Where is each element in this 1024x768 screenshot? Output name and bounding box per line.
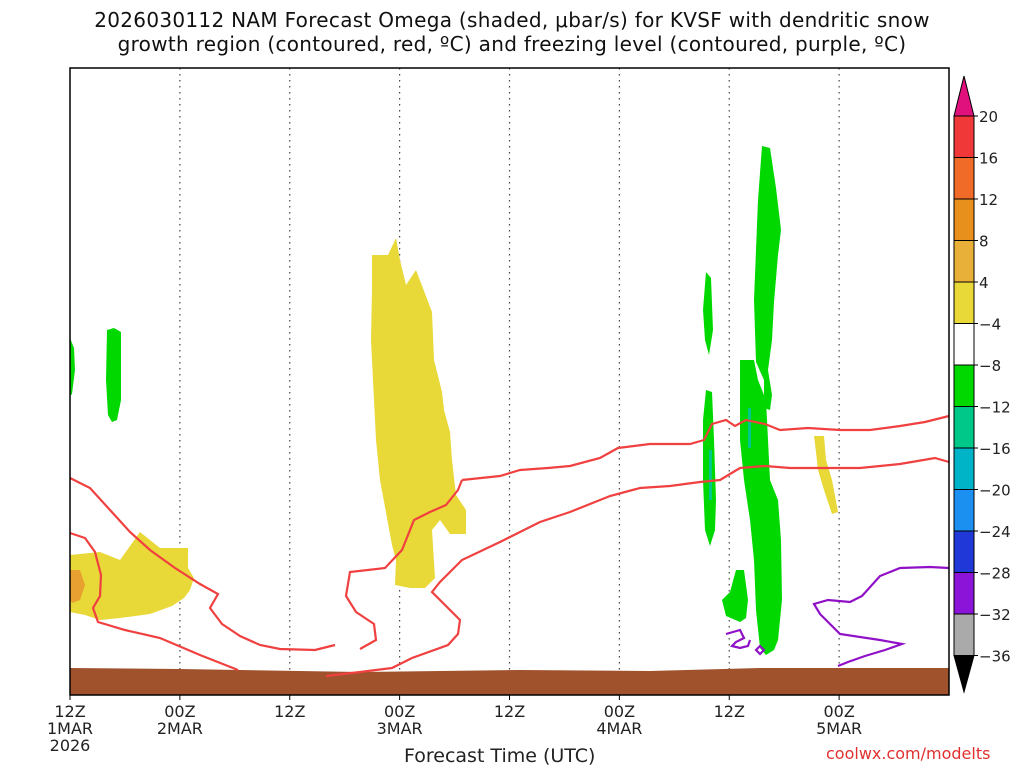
x-tick-label: 4MAR (596, 719, 642, 738)
contour-red-main (344, 479, 464, 650)
colorbar-tick-label: −20 (979, 482, 1011, 500)
contour-red-lower (69, 531, 239, 672)
colorbar-tick-label: −24 (979, 523, 1011, 541)
colorbar-bin (953, 572, 975, 615)
x-tick-label: 12Z (274, 702, 305, 721)
x-tick-label: 00Z (164, 702, 195, 721)
colorbar-bin (953, 447, 975, 490)
grid-lines (179, 68, 840, 695)
colorbar-tick-label: 8 (979, 233, 989, 251)
chart-title-line-2: growth region (contoured, red, ºC) and f… (117, 32, 907, 56)
omega-shade-negative-column-c (754, 146, 781, 410)
colorbar-bin (953, 364, 975, 407)
omega-shade-negative-teal-a (709, 450, 712, 500)
colorbar-tick-label: −32 (979, 606, 1011, 624)
omega-shading (70, 146, 838, 655)
colorbar-tick-label: −16 (979, 440, 1011, 458)
colorbar-tick-label: 12 (979, 191, 998, 209)
colorbar-bin (953, 115, 975, 158)
omega-shade-positive-midcolumn (371, 238, 466, 588)
colorbar-tick-label: 4 (979, 274, 989, 292)
contours (69, 414, 950, 678)
omega-shade-negative-leftedge (70, 338, 75, 396)
x-tick-label: 3MAR (377, 719, 423, 738)
omega-shade-negative-column-a (703, 272, 713, 355)
contour-purple-small (725, 628, 752, 650)
omega-shade-negative-left (106, 328, 121, 422)
colorbar-extend-low (953, 655, 975, 694)
colorbar-tick-label: −36 (979, 648, 1011, 666)
colorbar-bin (953, 530, 975, 573)
omega-shade-negative-teal-b (748, 408, 751, 448)
contour-red-lowerloop (325, 456, 950, 678)
x-axis-label: Forecast Time (UTC) (404, 745, 596, 767)
colorbar-bin (953, 198, 975, 241)
colorbar-extend-high (953, 75, 975, 117)
chart-title: 2026030112 NAM Forecast Omega (shaded, μ… (0, 8, 1024, 56)
chart-title-line-1: 2026030112 NAM Forecast Omega (shaded, μ… (94, 8, 930, 32)
contour-red-mid (69, 477, 336, 652)
colorbar-tick-label: 20 (979, 108, 998, 126)
colorbar-bin (953, 613, 975, 656)
colorbar-bin (953, 323, 975, 366)
credit-link[interactable]: coolwx.com/modelts (826, 744, 991, 763)
x-tick-label: 00Z (384, 702, 415, 721)
contour-purple-right (812, 565, 950, 668)
x-tick-label: 12Z (714, 702, 745, 721)
colorbar-tick-label: −28 (979, 565, 1011, 583)
contour-purple-dot (754, 644, 766, 656)
ground-fill (70, 668, 949, 695)
x-tick-label: 00Z (823, 702, 854, 721)
omega-shade-positive-right (814, 436, 838, 514)
omega-shade-negative-lowleft (722, 570, 748, 622)
contour-red-upper (461, 414, 950, 482)
colorbar: 20 16 12 8 4 −4 −8 −12 −16 −20 −24 −28 −32 −36 (953, 75, 1011, 694)
colorbar-bin (953, 489, 975, 532)
omega-shade-positive-lowleft (70, 532, 194, 620)
x-tick-label: 2026 (50, 736, 91, 755)
colorbar-bin (953, 157, 975, 200)
x-tick-label: 2MAR (157, 719, 203, 738)
colorbar-tick-label: −8 (979, 357, 1001, 375)
x-tick-label: 5MAR (816, 719, 862, 738)
x-tick-label: 1MAR (47, 719, 93, 738)
x-tick-label: 12Z (54, 702, 85, 721)
colorbar-tick-label: 16 (979, 150, 998, 168)
x-tick-label: 12Z (494, 702, 525, 721)
colorbar-bin (953, 406, 975, 449)
colorbar-bin (953, 281, 975, 324)
colorbar-tick-label: −12 (979, 399, 1011, 417)
colorbar-bin (953, 240, 975, 283)
omega-shade-positive-orange (70, 570, 85, 603)
colorbar-tick-label: −4 (979, 316, 1001, 334)
x-tick-label: 00Z (604, 702, 635, 721)
